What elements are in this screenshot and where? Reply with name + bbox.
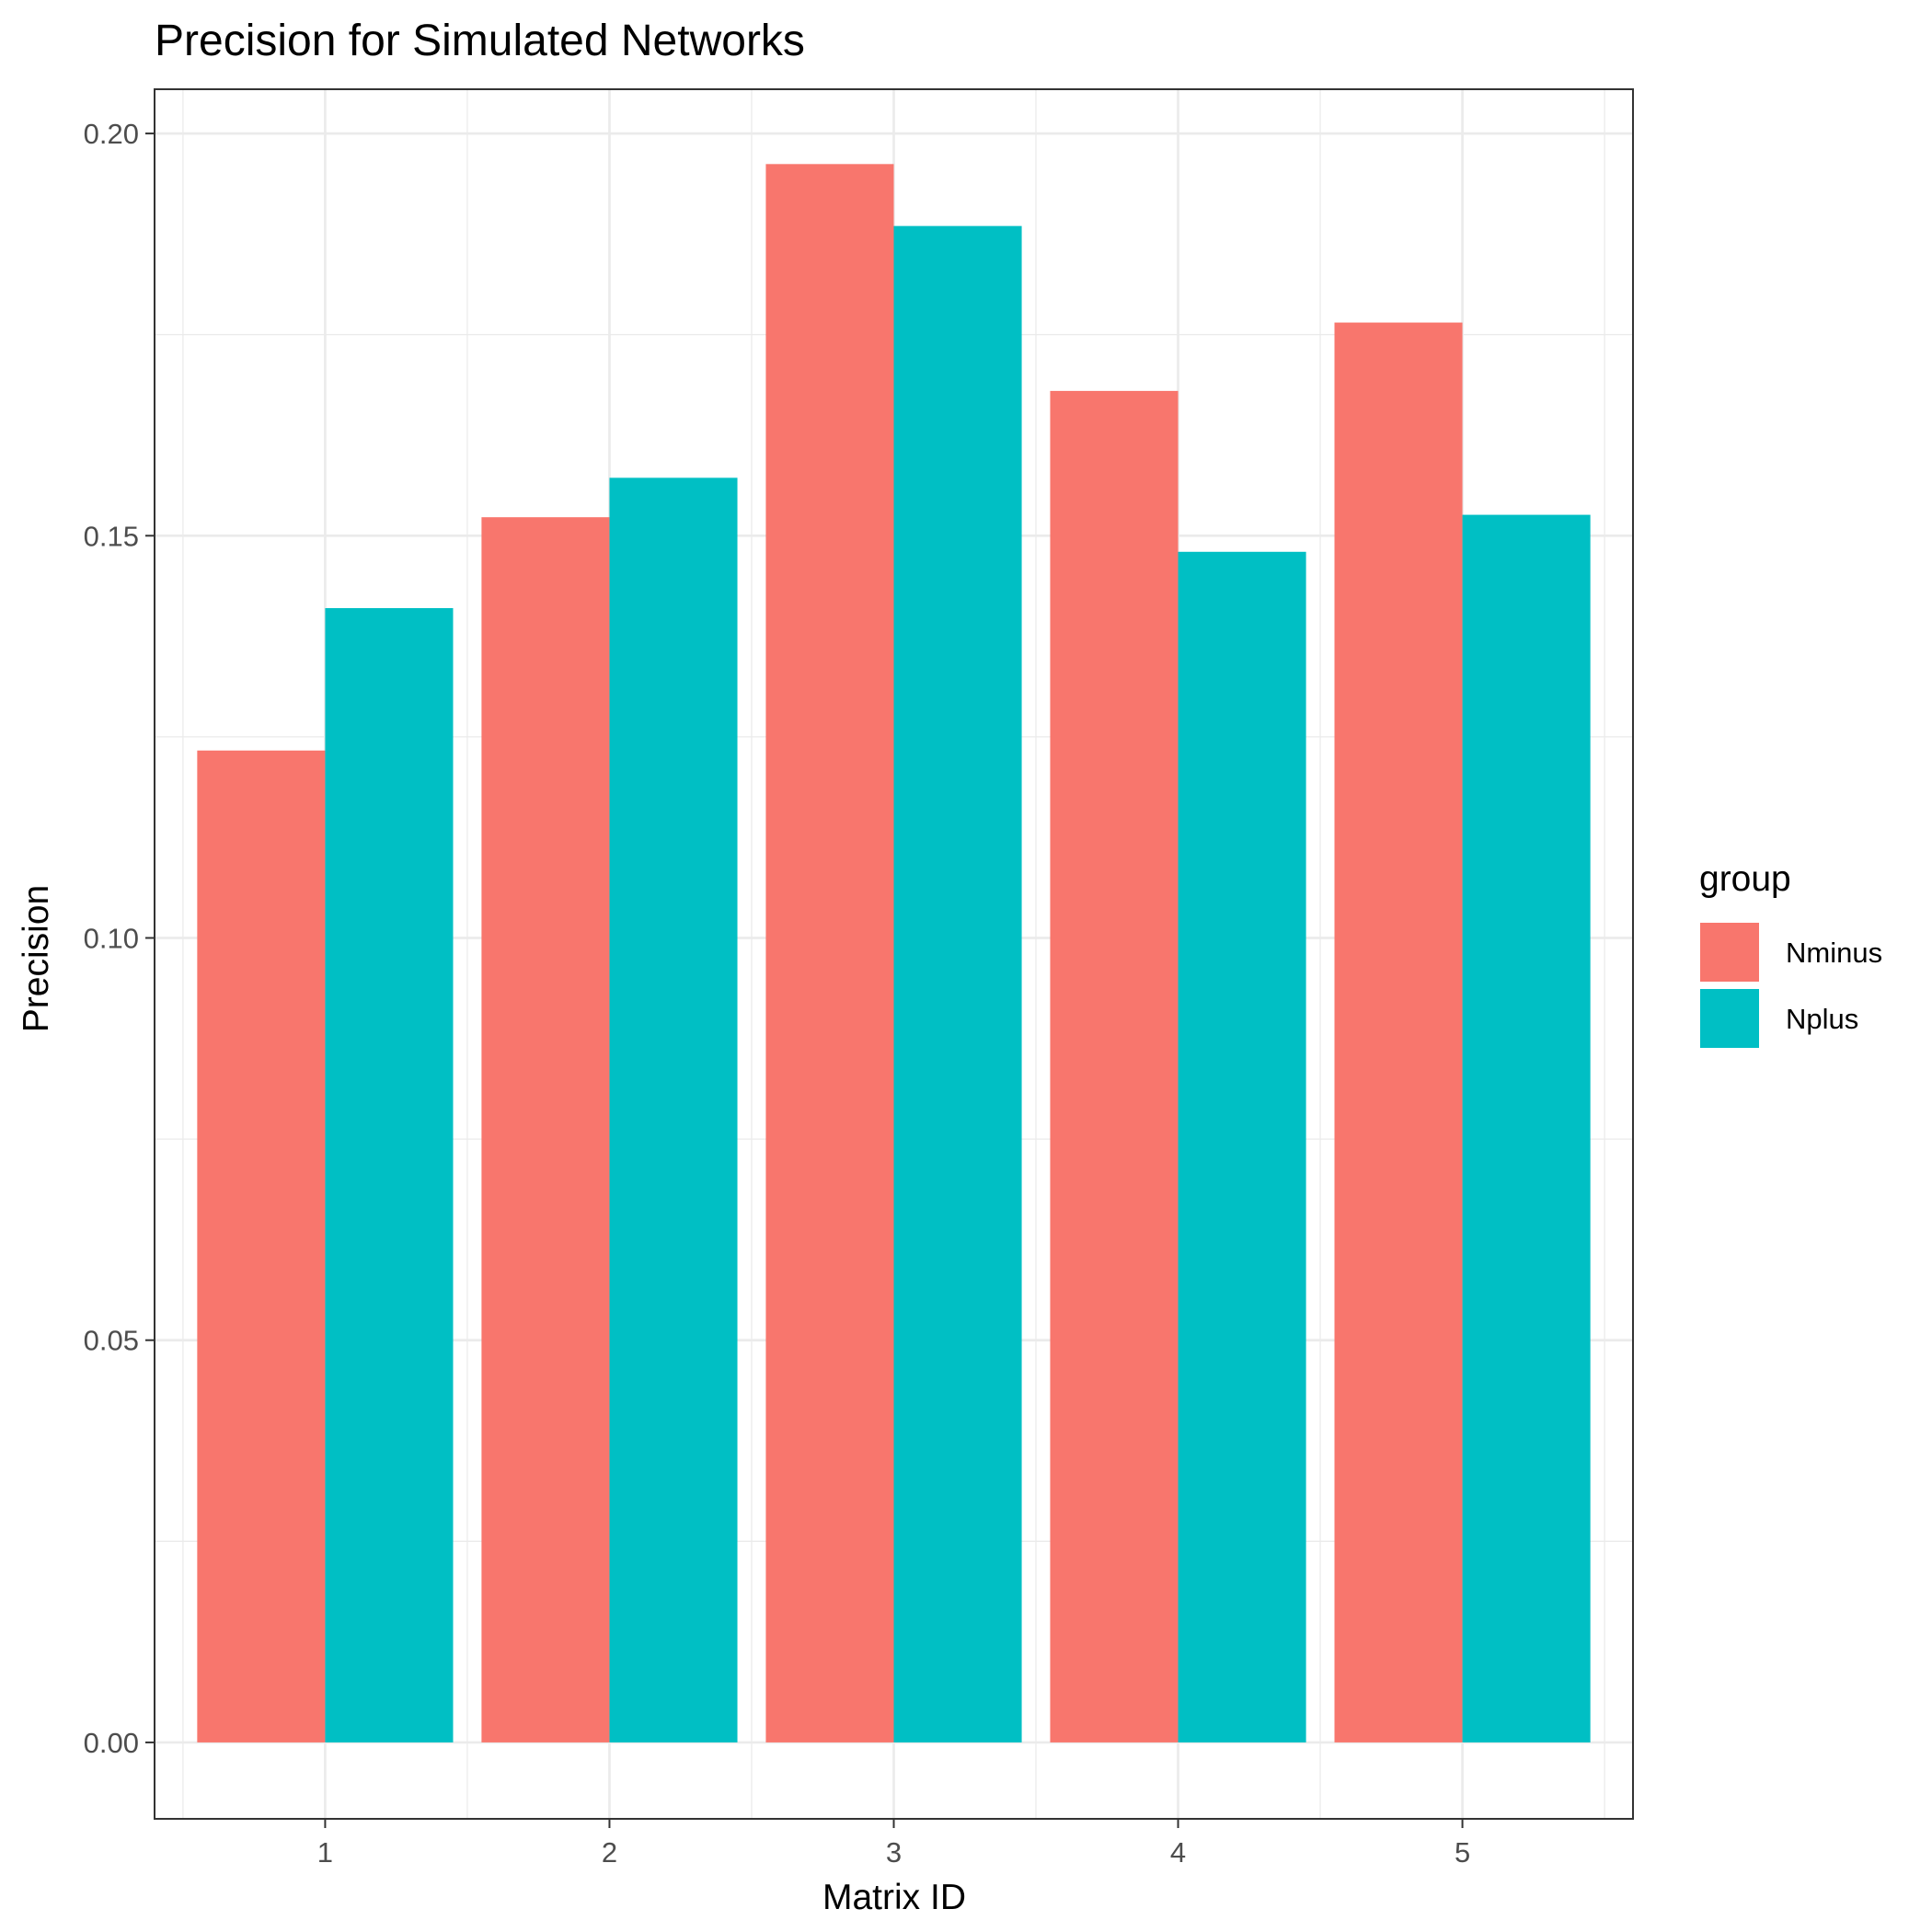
legend-keys: Nminus Nplus <box>1698 921 1882 1050</box>
bar-nplus-4 <box>1178 551 1306 1742</box>
x-tick-label: 3 <box>886 1836 902 1869</box>
bar-nplus-2 <box>609 477 738 1742</box>
bar-marks <box>197 164 1591 1742</box>
y-tick-label: 0.05 <box>84 1325 139 1357</box>
x-tick-label: 5 <box>1455 1836 1470 1869</box>
x-axis: 1 2 3 4 5 <box>317 1819 1470 1869</box>
legend-label-nminus: Nminus <box>1786 937 1882 969</box>
x-tick-label: 1 <box>317 1836 333 1869</box>
bar-nminus-5 <box>1334 322 1463 1742</box>
legend-key-nminus <box>1698 921 1761 983</box>
bar-nminus-4 <box>1050 390 1179 1742</box>
bar-nminus-2 <box>481 517 610 1742</box>
bar-nplus-5 <box>1462 514 1591 1742</box>
x-tick-label: 2 <box>602 1836 617 1869</box>
legend-title: group <box>1699 859 1791 899</box>
bar-nplus-3 <box>893 225 1022 1742</box>
bar-nplus-1 <box>325 608 454 1742</box>
bar-nminus-3 <box>765 164 894 1742</box>
y-tick-label: 0.20 <box>84 118 139 150</box>
y-tick-label: 0.00 <box>84 1727 139 1759</box>
y-axis: 0.00 0.05 0.10 0.15 0.20 <box>84 118 155 1759</box>
legend: group Nminus Nplus <box>1698 859 1882 1050</box>
y-tick-label: 0.10 <box>84 923 139 955</box>
legend-label-nplus: Nplus <box>1786 1003 1858 1035</box>
chart-title: Precision for Simulated Networks <box>155 17 805 65</box>
y-axis-title: Precision <box>17 885 56 1032</box>
y-tick-label: 0.15 <box>84 520 139 552</box>
bar-nminus-1 <box>197 750 326 1742</box>
x-tick-label: 4 <box>1170 1836 1186 1869</box>
legend-key-nplus <box>1698 987 1761 1050</box>
x-axis-title: Matrix ID <box>822 1878 966 1917</box>
